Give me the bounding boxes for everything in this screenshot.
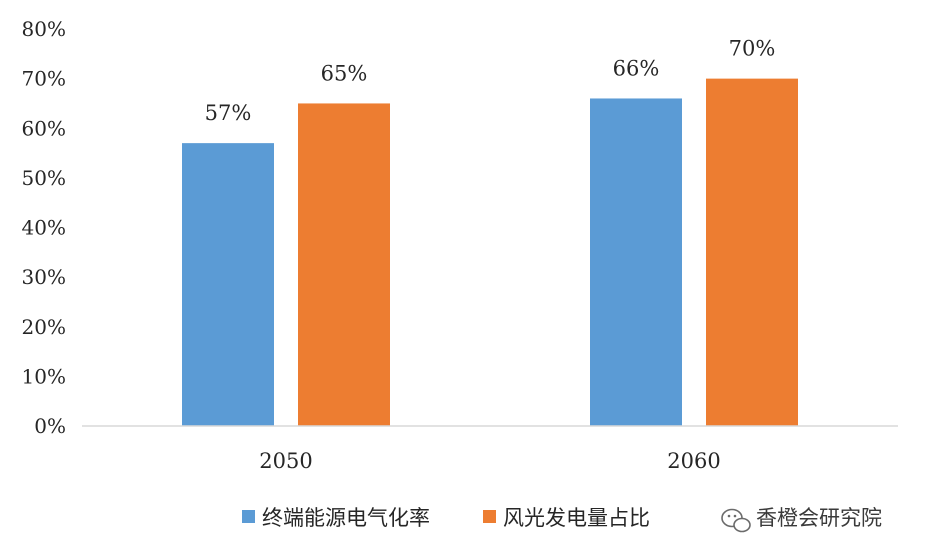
- plot-area: [182, 78, 798, 426]
- y-axis: 0% 10% 20% 30% 40% 50% 60% 70% 80%: [22, 17, 66, 438]
- data-label: 66%: [613, 56, 660, 80]
- legend-label: 终端能源电气化率: [262, 506, 430, 530]
- y-tick-label: 80%: [22, 17, 66, 41]
- legend: 终端能源电气化率 风光发电量占比: [242, 506, 650, 530]
- legend-swatch: [242, 510, 255, 523]
- y-tick-label: 30%: [22, 265, 66, 289]
- x-tick-label: 2050: [259, 449, 312, 473]
- data-labels: 57% 65% 66% 70%: [205, 37, 776, 126]
- x-tick-label: 2060: [667, 449, 720, 473]
- y-tick-label: 60%: [22, 116, 66, 140]
- y-tick-label: 20%: [22, 315, 66, 339]
- y-tick-label: 70%: [22, 67, 66, 91]
- data-label: 70%: [729, 37, 776, 61]
- y-tick-label: 50%: [22, 166, 66, 190]
- x-axis: 2050 2060: [259, 449, 720, 473]
- bar-electrification-2060: [590, 98, 682, 426]
- y-tick-label: 0%: [34, 414, 66, 438]
- y-tick-label: 10%: [22, 364, 66, 388]
- data-label: 65%: [321, 61, 368, 85]
- wechat-icon: [721, 508, 751, 533]
- bar-wind-solar-2060: [706, 78, 798, 426]
- data-label: 57%: [205, 101, 252, 125]
- bar-electrification-2050: [182, 143, 274, 426]
- bar-wind-solar-2050: [298, 103, 390, 426]
- y-tick-label: 40%: [22, 216, 66, 240]
- watermark: 香橙会研究院: [721, 506, 882, 533]
- legend-swatch: [483, 510, 496, 523]
- legend-label: 风光发电量占比: [503, 506, 650, 530]
- watermark-text: 香橙会研究院: [756, 506, 882, 530]
